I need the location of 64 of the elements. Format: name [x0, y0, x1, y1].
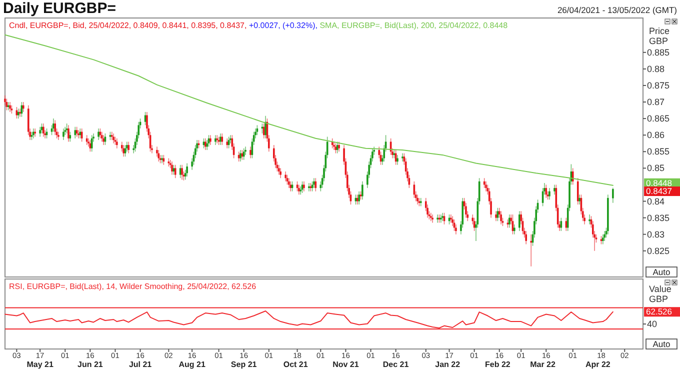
text: 0.8448 [646, 178, 672, 188]
text: Auto [652, 339, 671, 349]
text: 26/04/2021 - 13/05/2022 (GMT) [557, 5, 678, 15]
candlestick [19, 108, 21, 118]
candlestick [450, 214, 452, 224]
y-tick-label: 0.87 [647, 97, 665, 108]
candlestick [402, 152, 404, 162]
x2-tick-label: May 21 [26, 360, 54, 369]
x2-tick-label: Feb 22 [485, 360, 511, 369]
candlestick [88, 138, 90, 148]
candlestick [430, 212, 432, 222]
x2-tick-label: Jan 22 [435, 360, 461, 369]
x2-tick-label: Dec 21 [382, 360, 410, 369]
y-tick-label: 0.86 [647, 130, 665, 140]
y-tick-label: 0.825 [647, 246, 670, 256]
candlestick [58, 131, 60, 140]
y-tick-label: 0.835 [647, 212, 670, 223]
text: 40 [647, 319, 658, 329]
y-tick-label: 0.83 [647, 229, 665, 240]
candlestick [244, 146, 246, 156]
candlestick [161, 154, 163, 164]
candlestick [34, 128, 36, 138]
x2-tick-label: Jun 21 [78, 360, 104, 369]
y-tick-label: 0.865 [647, 114, 670, 124]
y-tick-label: 0.85 [647, 163, 665, 174]
y-tick-label: 0.885 [647, 47, 670, 58]
candlestick [92, 133, 94, 142]
text: SMA, EURGBP=, Bid(Last), 200, 25/04/2022, 0.8448 [320, 21, 508, 30]
candlestick [442, 212, 444, 222]
line-series [4, 34, 614, 186]
y-tick-label: 0.875 [647, 80, 670, 90]
x2-tick-label: Sep 21 [230, 360, 258, 369]
candlestick [310, 182, 312, 192]
candlestick [333, 141, 335, 150]
y-axis-title: Price GBP [649, 26, 670, 46]
candlestick [440, 214, 442, 224]
candlestick [300, 186, 302, 196]
candlestick [432, 214, 434, 224]
y-axis-title: Value GBP [649, 284, 672, 304]
x2-tick-label: Apr 22 [585, 360, 611, 369]
text: RSI, EURGBP=, Bid(Last), 14, Wilder Smoothing, 25/04/2022, 62.526 [9, 282, 257, 291]
y-tick-label: 0.88 [647, 64, 665, 74]
candlestick [132, 144, 134, 154]
text: 0.8437 [646, 186, 672, 196]
y-tick-label: 0.855 [647, 146, 670, 157]
candlestick [393, 150, 396, 159]
x2-tick-label: Aug 21 [178, 360, 206, 369]
y-tick-label: 0.84 [647, 196, 665, 206]
chart-subtitle: +0.0027, (+0.32%), [246, 21, 318, 30]
candlestick [373, 146, 376, 156]
x2-tick-label: Nov 21 [332, 360, 360, 369]
x2-tick-label: Jul 21 [128, 360, 152, 369]
candlestick [216, 134, 218, 144]
x2-tick-label: Mar 22 [530, 360, 556, 369]
candlestick [151, 144, 153, 154]
candlestick [78, 130, 80, 139]
candlestick [436, 214, 438, 224]
text: 62.526 [646, 306, 672, 317]
x2-tick-label: Oct 21 [283, 360, 308, 369]
candlestick [44, 130, 46, 139]
text: Cndl, EURGBP=, Bid, 25/04/2022, 0.8409, 0.8441, 0.8395, 0.8437, [9, 21, 247, 30]
candlestick [64, 126, 66, 136]
text: Auto [652, 267, 671, 277]
chart-title: Daily EURGBP= [3, 0, 116, 17]
